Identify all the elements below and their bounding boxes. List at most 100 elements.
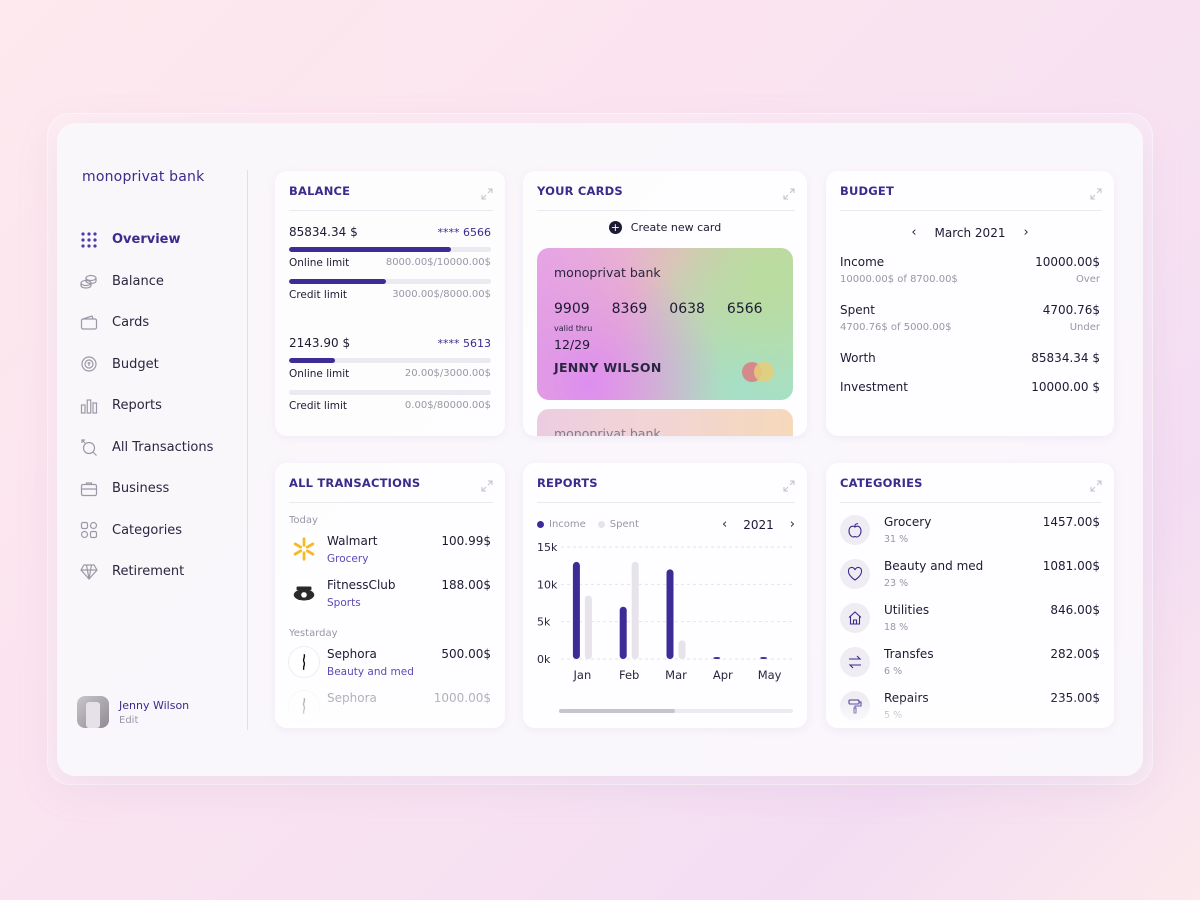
panel-title: CATEGORIES xyxy=(840,475,923,490)
bar-income-apr[interactable] xyxy=(713,657,721,659)
category-row[interactable]: Utilities 18 % 846.00$ xyxy=(840,603,1100,647)
panel-header: REPORTS xyxy=(537,463,795,503)
budget-label: Income xyxy=(840,255,885,269)
transaction-row[interactable]: Sephora Beauty and med 500.00$ xyxy=(289,647,491,691)
transaction-row[interactable]: Walmart Grocery 100.99$ xyxy=(289,534,491,578)
bar-spent-jan[interactable] xyxy=(584,595,592,659)
chart-scrollbar[interactable] xyxy=(559,709,793,713)
expand-icon[interactable] xyxy=(1090,185,1102,199)
scroll-thumb[interactable] xyxy=(559,709,675,713)
reports-panel: REPORTS Income Spent ‹ 2021 › 15k 10k 5k 0k… xyxy=(523,463,807,728)
card-bank-name: monoprivat bank xyxy=(554,426,661,436)
y-tick-label: 5k xyxy=(537,616,551,629)
edit-profile-link[interactable]: Edit xyxy=(119,714,139,726)
bar-income-jan[interactable] xyxy=(572,561,580,659)
category-list: Grocery 31 % 1457.00$ Beauty and med 23 … xyxy=(840,515,1100,728)
expand-icon[interactable] xyxy=(481,477,493,491)
merchant-name: FitnessClub xyxy=(327,578,396,592)
category-row[interactable]: Beauty and med 23 % 1081.00$ xyxy=(840,559,1100,603)
transaction-row[interactable]: FitnessClub Sports 188.00$ xyxy=(289,578,491,622)
limit-label: Credit limit xyxy=(289,400,348,412)
category-row[interactable]: Repairs 5 % 235.00$ xyxy=(840,691,1100,728)
home-icon xyxy=(840,603,870,633)
bar-chart-icon xyxy=(79,396,99,416)
limit-progress-bar xyxy=(289,247,491,252)
user-profile[interactable]: Jenny Wilson Edit xyxy=(77,696,189,728)
bar-income-may[interactable] xyxy=(760,657,768,659)
sidebar-item-retirement[interactable]: Retirement xyxy=(79,551,213,593)
card-expiry: 12/29 xyxy=(554,337,591,352)
account-card-number: **** 6566 xyxy=(437,225,492,239)
chevron-right-icon[interactable]: › xyxy=(789,517,795,532)
heart-icon xyxy=(840,559,870,589)
sidebar-item-reports[interactable]: Reports xyxy=(79,385,213,427)
category-row[interactable]: Grocery 31 % 1457.00$ xyxy=(840,515,1100,559)
budget-status: Over xyxy=(1075,274,1100,285)
chevron-left-icon[interactable]: ‹ xyxy=(911,225,917,240)
chevron-left-icon[interactable]: ‹ xyxy=(722,517,728,532)
x-tick-label: Feb xyxy=(619,668,639,682)
day-label: Today xyxy=(289,515,318,526)
transaction-row[interactable]: Sephora 1000.00$ xyxy=(289,691,491,728)
expand-icon[interactable] xyxy=(783,477,795,491)
paint-roller-icon xyxy=(840,691,870,721)
sidebar-item-cards[interactable]: Cards xyxy=(79,302,213,344)
budget-label: Worth xyxy=(840,351,876,365)
expand-icon[interactable] xyxy=(1090,477,1102,491)
limit-value: 8000.00$/10000.00$ xyxy=(385,257,491,268)
expand-icon[interactable] xyxy=(481,185,493,199)
limit-progress-bar xyxy=(289,358,491,363)
account-block[interactable]: 85834.34 $ **** 6566 Online limit 8000.0… xyxy=(289,225,491,301)
category-amount: 282.00$ xyxy=(1050,647,1100,661)
bank-card[interactable]: monoprivat bank 9909 8369 0638 6566 vali… xyxy=(537,248,793,400)
legend-spent[interactable]: Spent xyxy=(597,519,639,530)
sidebar-divider xyxy=(247,170,248,730)
card-number-group: 0638 xyxy=(669,301,705,317)
sidebar-item-budget[interactable]: Budget xyxy=(79,344,213,386)
budget-label: Investment xyxy=(840,380,908,394)
sidebar-item-balance[interactable]: Balance xyxy=(79,261,213,303)
brand-logo: monoprivat bank xyxy=(82,169,205,185)
sidebar-item-all-transactions[interactable]: All Transactions xyxy=(79,427,213,469)
limit-value: 20.00$/3000.00$ xyxy=(404,368,491,379)
panel-title: REPORTS xyxy=(537,475,598,490)
chevron-right-icon[interactable]: › xyxy=(1023,225,1029,240)
transaction-category: Beauty and med xyxy=(327,666,414,678)
create-card-label: Create new card xyxy=(630,221,722,234)
category-amount: 1457.00$ xyxy=(1042,515,1100,529)
transaction-category: Grocery xyxy=(327,553,369,565)
sephora-logo-icon xyxy=(289,691,319,721)
card-number-group: 8369 xyxy=(611,301,648,317)
budget-row-worth: Worth 85834.34 $ xyxy=(840,351,1100,380)
sidebar-item-categories[interactable]: Categories xyxy=(79,510,213,552)
briefcase-icon xyxy=(79,479,99,499)
limit-progress-bar xyxy=(289,390,491,395)
coins-icon xyxy=(79,271,99,291)
account-block[interactable]: 2143.90 $ **** 5613 Online limit 20.00$/… xyxy=(289,336,491,412)
sidebar-item-business[interactable]: Business xyxy=(79,468,213,510)
bar-spent-feb[interactable] xyxy=(631,561,639,659)
chart-legend: Income Spent xyxy=(537,519,639,530)
budget-value: 4700.76$ xyxy=(1042,303,1100,317)
category-row[interactable]: Transfes 6 % 282.00$ xyxy=(840,647,1100,691)
create-card-button[interactable]: + Create new card xyxy=(523,221,807,234)
bar-income-feb[interactable] xyxy=(619,606,627,659)
budget-status: Under xyxy=(1069,322,1100,333)
sidebar-nav: Overview Balance Cards Budget xyxy=(79,219,213,593)
expand-icon[interactable] xyxy=(783,185,795,199)
reports-bar-chart: 15k 10k 5k 0k Jan Feb Mar Apr May xyxy=(537,541,795,682)
bar-spent-mar[interactable] xyxy=(678,640,686,659)
transactions-icon xyxy=(79,437,99,457)
bar-income-mar[interactable] xyxy=(666,569,674,659)
transactions-panel: ALL TRANSACTIONS Today Walmart Grocery 1… xyxy=(275,463,505,728)
categories-panel: CATEGORIES Grocery 31 % 1457.00$ Beauty … xyxy=(826,463,1114,728)
sidebar-item-label: Cards xyxy=(112,315,150,331)
categories-icon xyxy=(79,520,99,540)
bank-card-secondary[interactable]: monoprivat bank xyxy=(537,409,793,436)
month-navigator: ‹ March 2021 › xyxy=(826,225,1114,240)
panel-header: BUDGET xyxy=(840,171,1102,211)
card-bank-name: monoprivat bank xyxy=(554,265,661,280)
legend-income[interactable]: Income xyxy=(537,519,586,530)
grid-icon xyxy=(79,230,99,250)
sidebar-item-overview[interactable]: Overview xyxy=(79,219,213,261)
